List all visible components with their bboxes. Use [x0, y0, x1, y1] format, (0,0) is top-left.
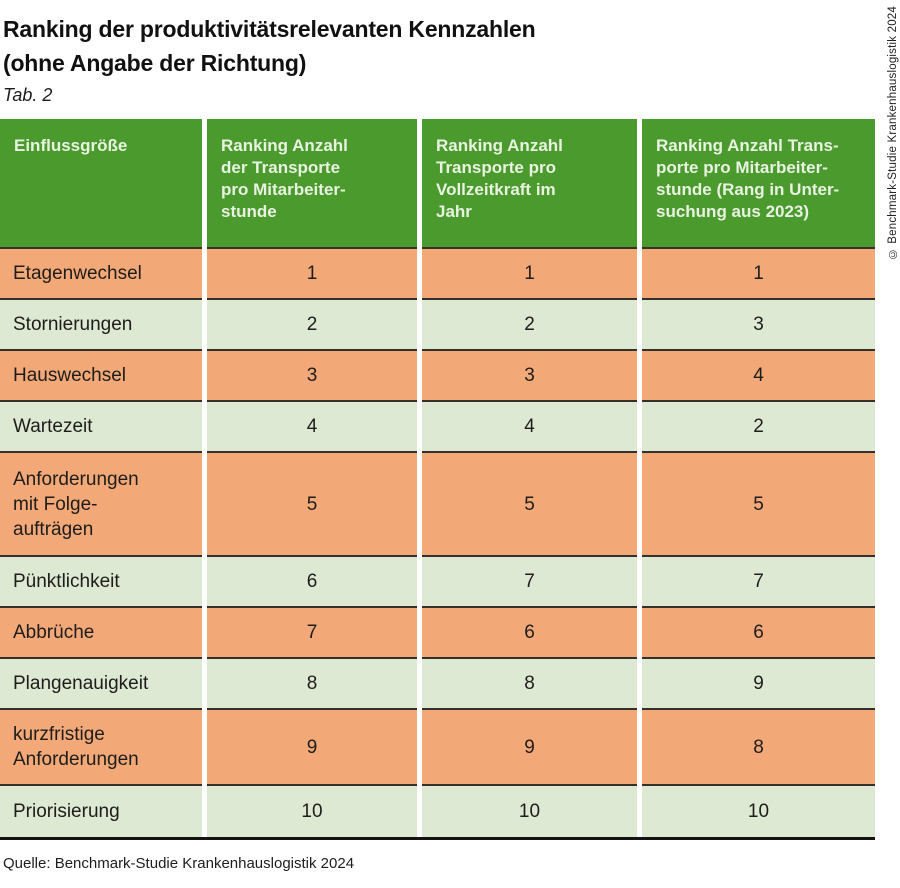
row-label: Wartezeit [0, 402, 202, 453]
row-label: Stornierungen [0, 300, 202, 351]
table-cell: 4 [422, 402, 637, 453]
table-cell: 8 [422, 659, 637, 710]
table-cell: 2 [642, 402, 875, 453]
table-cell: 9 [422, 710, 637, 786]
table-cell: 1 [207, 249, 417, 300]
table-cell: 10 [207, 786, 417, 837]
column-header-rang-2023: Ranking Anzahl Trans- porte pro Mitarbei… [642, 119, 875, 249]
table-cell: 8 [207, 659, 417, 710]
table-cell: 10 [422, 786, 637, 837]
table-cell: 6 [642, 608, 875, 659]
table-cell: 1 [642, 249, 875, 300]
table-cell: 4 [207, 402, 417, 453]
source-note: Quelle: Benchmark-Studie Krankenhauslogi… [3, 855, 355, 872]
table-cell: 4 [642, 351, 875, 402]
table-cell: 7 [422, 557, 637, 608]
page-title-line2: (ohne Angabe der Richtung) [3, 50, 307, 76]
table-cell: 9 [207, 710, 417, 786]
table-cell: 5 [422, 453, 637, 557]
page-title-line1: Ranking der produktivitätsrelevanten Ken… [3, 16, 536, 42]
table-cell: 5 [642, 453, 875, 557]
row-label: Anforderungen mit Folge- aufträgen [0, 453, 202, 557]
table-cell: 3 [422, 351, 637, 402]
row-label: Etagenwechsel [0, 249, 202, 300]
table-cell: 9 [642, 659, 875, 710]
table-cell: 8 [642, 710, 875, 786]
row-label: kurzfristige Anforderungen [0, 710, 202, 786]
table-cell: 5 [207, 453, 417, 557]
column-header-transporte-pro-mitarbeiterstunde: Ranking Anzahl der Transporte pro Mitarb… [207, 119, 417, 249]
table-cell: 7 [642, 557, 875, 608]
row-label: Plangenauigkeit [0, 659, 202, 710]
table-cell: 6 [207, 557, 417, 608]
table-cell: 2 [422, 300, 637, 351]
table-cell: 7 [207, 608, 417, 659]
table-bottom-rule [0, 837, 875, 840]
ranking-table: Einflussgröße Ranking Anzahl der Transpo… [0, 119, 875, 837]
column-header-einflussgroesse: Einflussgröße [0, 119, 202, 249]
copyright-vertical-text: © Benchmark-Studie Krankenhauslogistik 2… [887, 6, 899, 260]
row-label: Priorisierung [0, 786, 202, 837]
table-number-label: Tab. 2 [3, 85, 53, 105]
table-cell: 1 [422, 249, 637, 300]
figure-header: Ranking der produktivitätsrelevanten Ken… [0, 0, 900, 106]
row-label: Abbrüche [0, 608, 202, 659]
table-cell: 10 [642, 786, 875, 837]
column-header-transporte-pro-vollzeitkraft: Ranking Anzahl Transporte pro Vollzeitkr… [422, 119, 637, 249]
row-label: Pünktlichkeit [0, 557, 202, 608]
row-label: Hauswechsel [0, 351, 202, 402]
table-cell: 3 [207, 351, 417, 402]
table-cell: 2 [207, 300, 417, 351]
table-cell: 3 [642, 300, 875, 351]
table-cell: 6 [422, 608, 637, 659]
